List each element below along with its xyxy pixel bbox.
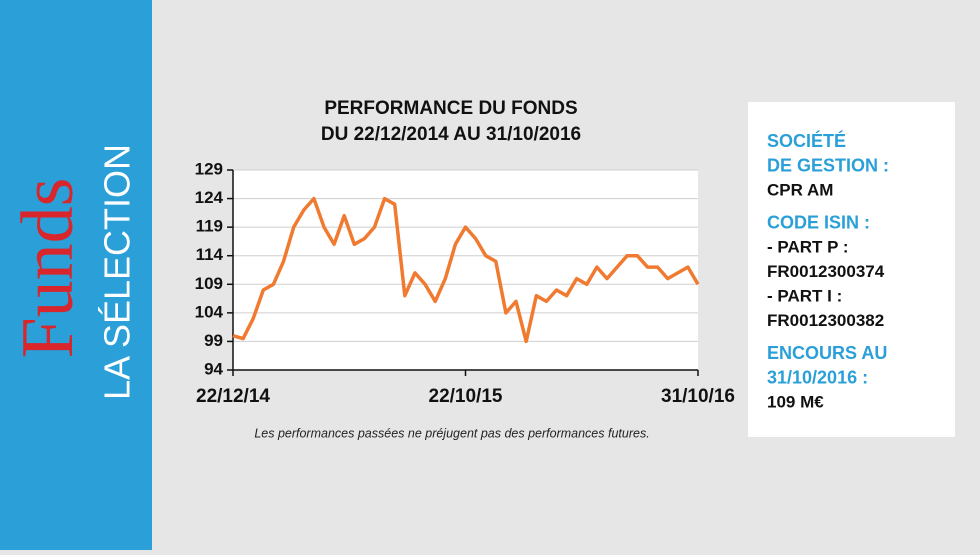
info-line: CPR AM (767, 180, 833, 199)
series-line (232, 196, 700, 344)
y-tick-label: 124 (195, 188, 224, 207)
y-tick-label: 119 (196, 217, 223, 236)
x-tick-label: 22/10/15 (429, 386, 503, 407)
info-lines: SOCIÉTÉ DE GESTION : CPR AM CODE ISIN : - PA… (767, 130, 889, 412)
x-tick-label: 31/10/16 (661, 386, 735, 407)
y-tick-label: 104 (195, 302, 224, 321)
y-tick-label: 99 (204, 331, 223, 350)
info-line: - PART I : (767, 286, 842, 305)
plot: 94 99 104 109 114 119 124 129 22/12/14 22/10/15 31… (195, 159, 735, 407)
info-line: DE GESTION : (767, 155, 889, 175)
y-tick-label: 114 (196, 245, 224, 264)
info-line: FR0012300374 (767, 262, 885, 281)
info-line: 109 M€ (767, 392, 824, 411)
x-tick-label: 22/12/14 (196, 386, 270, 407)
info-line: 31/10/2016 : (767, 367, 868, 387)
sidebar (0, 0, 152, 550)
info-line: FR0012300382 (767, 311, 884, 330)
y-tick-label: 94 (204, 359, 223, 378)
brand: Funds (7, 178, 89, 359)
y-tick-label: 109 (195, 274, 223, 293)
chart-title: PERFORMANCE DU FONDS (324, 98, 577, 119)
info-line: ENCOURS AU (767, 343, 887, 363)
info-line: CODE ISIN : (767, 212, 870, 232)
info-line: - PART P : (767, 237, 849, 256)
y-tick-label: 129 (195, 159, 223, 178)
info-panel (748, 102, 955, 437)
brand-subtitle: LA SÉLECTION (97, 144, 138, 400)
footnote: Les performances passées ne préjugent pa… (254, 426, 649, 440)
chart-subtitle: DU 22/12/2014 AU 31/10/2016 (321, 124, 581, 145)
info-line: SOCIÉTÉ (767, 130, 846, 151)
plot-area (233, 170, 698, 370)
